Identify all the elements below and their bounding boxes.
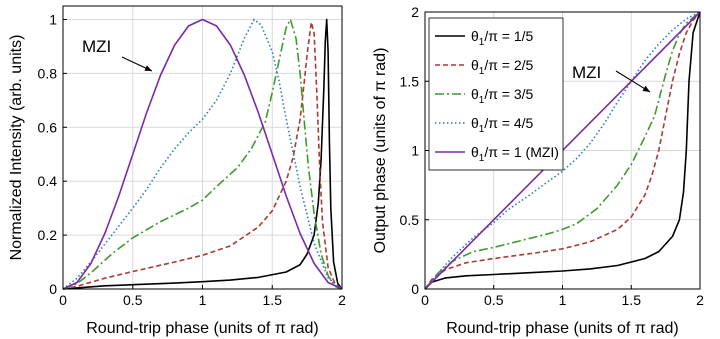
x-tick-label: 2	[696, 292, 704, 308]
x-tick-label: 2	[338, 292, 346, 308]
y-tick-label: 0.4	[38, 173, 58, 189]
y-tick-label: 0	[411, 281, 419, 297]
x-axis-label: Round-trip phase (units of π rad)	[446, 320, 678, 337]
intensity-chart: 0 0.5 1 1.5 2 0 0.2 0.4 0.6 0.8 1 Round-trip phase …	[8, 5, 346, 337]
y-axis-label: Normalized Intensity (arb. units)	[8, 35, 25, 261]
series-line-1	[424, 11, 701, 290]
annotation-arrowhead	[642, 85, 650, 92]
x-tick-label: 0	[59, 292, 67, 308]
x-tick-label: 1.5	[622, 292, 642, 308]
y-tick-label: 1	[49, 11, 57, 27]
legend-box	[428, 17, 564, 171]
series-line-3	[424, 11, 701, 290]
legend-entry: θ1/π = 1/5	[471, 28, 534, 48]
series-line-2	[424, 11, 701, 290]
series-line-5	[62, 18, 343, 290]
y-tick-label: 0	[49, 281, 57, 297]
plot-frame	[424, 11, 701, 290]
y-axis-label: Output phase (units of π rad)	[372, 48, 389, 254]
y-tick-label: 2	[411, 4, 419, 20]
y-tick-label: 1	[411, 143, 419, 159]
phase-chart: 0 0.5 1 1.5 2 0 0.5 1 1.5 2 Round-trip phase (unit…	[372, 4, 704, 337]
y-tick-label: 0.6	[38, 119, 58, 135]
legend-entry: θ1/π = 2/5	[471, 57, 534, 77]
x-tick-label: 1.5	[263, 292, 283, 308]
x-tick-label: 1	[559, 292, 567, 308]
legend-entry: θ1/π = 4/5	[471, 115, 534, 135]
series-line-3	[62, 18, 343, 290]
series-line-2	[62, 21, 343, 290]
y-tick-label: 0.2	[38, 227, 58, 243]
plot-frame	[62, 5, 343, 290]
legend-entry: θ1/π = 3/5	[471, 86, 534, 106]
legend-entry: θ1/π = 1 (MZI)	[471, 144, 559, 164]
y-tick-label: 0.5	[400, 212, 420, 228]
mzi-annotation: MZI	[82, 37, 111, 56]
annotation-arrowhead	[144, 65, 152, 71]
series-line-1	[62, 18, 343, 290]
x-axis-label: Round-trip phase (units of π rad)	[86, 320, 318, 337]
series-line-4	[424, 11, 701, 290]
y-tick-label: 0.8	[38, 65, 58, 81]
mzi-annotation: MZI	[572, 63, 601, 82]
x-tick-label: 0.5	[123, 292, 143, 308]
x-tick-label: 0	[421, 292, 429, 308]
x-tick-label: 0.5	[484, 292, 504, 308]
x-tick-label: 1	[199, 292, 207, 308]
y-tick-label: 1.5	[400, 73, 420, 89]
